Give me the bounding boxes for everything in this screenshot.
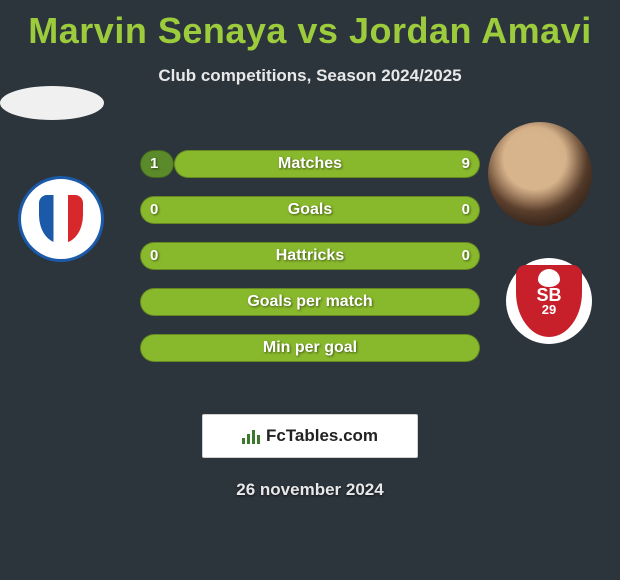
subtitle: Club competitions, Season 2024/2025 [0,66,620,86]
player-left-avatar [0,86,104,120]
brand-text: FcTables.com [266,426,378,446]
brand-box: FcTables.com [202,414,418,458]
chart-icon [242,428,260,444]
bar-row: 19Matches [140,150,480,178]
bar-row: Min per goal [140,334,480,362]
bar-label: Matches [140,150,480,178]
bar-label: Min per goal [140,334,480,362]
bar-row: 00Hattricks [140,242,480,270]
bar-label: Goals per match [140,288,480,316]
bar-label: Hattricks [140,242,480,270]
bar-row: Goals per match [140,288,480,316]
date: 26 november 2024 [0,480,620,500]
bar-row: 00Goals [140,196,480,224]
bar-label: Goals [140,196,480,224]
comparison-chart: 19Matches 00Goals 00Hattricks Goals per mat… [0,150,620,410]
page-title: Marvin Senaya vs Jordan Amavi [0,0,620,52]
